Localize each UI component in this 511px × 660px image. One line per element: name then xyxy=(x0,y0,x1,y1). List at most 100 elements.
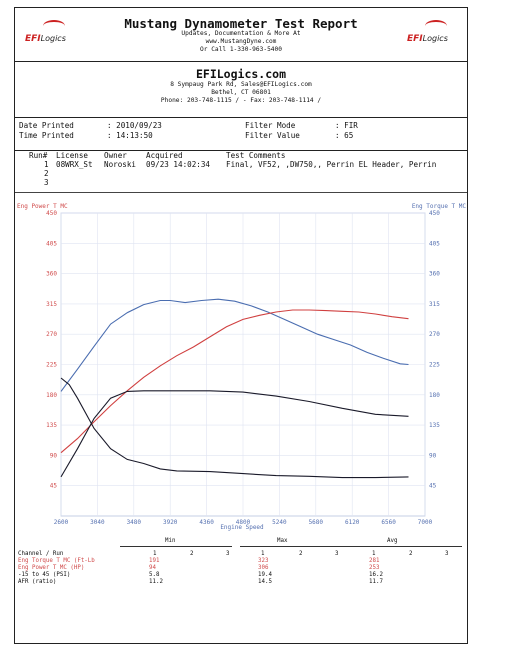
stats-row-min: 5.8 xyxy=(149,572,160,578)
stats-row-channel: Eng Torque T MC (Ft-Lb xyxy=(18,558,95,564)
x-tick-label: 6120 xyxy=(345,519,360,526)
stats-row-max: 14.5 xyxy=(258,579,272,585)
filter-mode-value: : FIR xyxy=(335,121,358,130)
efilogics-logo-right: EFILogics xyxy=(407,20,455,44)
header-website[interactable]: www.MustangDyne.com xyxy=(205,38,277,45)
print-info: Date Printed : 2010/09/23 Time Printed :… xyxy=(15,117,467,151)
run-header-license: License xyxy=(56,151,89,160)
x-tick-label: 3480 xyxy=(127,519,142,526)
x-tick-label: 7000 xyxy=(418,519,433,526)
report-header: EFILogics Mustang Dynamometer Test Repor… xyxy=(15,8,467,62)
run-1-acquired: 09/23 14:02:34 xyxy=(146,160,211,169)
x-tick-label: 3920 xyxy=(163,519,178,526)
run-2-number: 2 xyxy=(44,169,49,178)
chart-grid xyxy=(60,212,426,517)
date-printed-value: : 2010/09/23 xyxy=(107,121,162,130)
y-left-tick-label: 360 xyxy=(46,271,57,278)
filter-value-value: : 65 xyxy=(335,131,354,140)
stats-row-min: 94 xyxy=(149,565,156,571)
y-right-tick-label: 450 xyxy=(429,210,440,217)
x-tick-label: 6560 xyxy=(381,519,396,526)
y-left-axis-label: Eng Power T MC xyxy=(17,203,68,210)
x-tick-label: 4360 xyxy=(199,519,214,526)
address-line-2: Bethel, CT 06801 xyxy=(211,89,271,96)
y-right-axis-label: Eng Torque T MC xyxy=(412,203,467,210)
efilogics-logo-left: EFILogics xyxy=(25,20,73,44)
filter-mode-label: Filter Mode xyxy=(245,121,296,130)
y-left-tick-label: 135 xyxy=(46,422,57,429)
y-right-tick-label: 405 xyxy=(429,240,440,247)
address-line-1: 8 Sympaug Park Rd, Sales@EFILogics.com xyxy=(170,81,312,88)
stats-header-max-1: 1 xyxy=(261,551,265,557)
stats-row-max: 323 xyxy=(258,558,269,564)
address-line-3: Phone: 203-748-1115 / - Fax: 203-748-111… xyxy=(160,97,322,104)
stats-row-avg: 16.2 xyxy=(369,572,383,578)
stats-header-avg-1: 1 xyxy=(372,551,376,557)
stats-row-max: 306 xyxy=(258,565,269,571)
report-title: Mustang Dynamometer Test Report xyxy=(124,16,358,31)
dyno-chart: 2600 3040 3480 3920 4360 4800 5240 5680 6120 6560… xyxy=(17,203,467,531)
header-phone: Or Call 1-330-963-5400 xyxy=(200,46,282,53)
run-1-number: 1 xyxy=(44,160,49,169)
chart-ticks: 2600 3040 3480 3920 4360 4800 5240 5680 6120 6560… xyxy=(46,210,440,526)
y-left-tick-label: 450 xyxy=(46,210,57,217)
series-line-boost xyxy=(60,390,409,478)
y-left-tick-label: 45 xyxy=(50,483,58,490)
y-right-tick-label: 135 xyxy=(429,422,440,429)
dyno-report-page: EFILogics Mustang Dynamometer Test Repor… xyxy=(14,7,468,644)
stats-row-channel: Eng Power T MC (HP) xyxy=(18,565,85,571)
y-right-tick-label: 180 xyxy=(429,392,440,399)
x-tick-label: 5240 xyxy=(272,519,287,526)
run-1-owner: Noroski xyxy=(104,160,137,169)
stats-row-avg: 11.7 xyxy=(369,579,383,585)
stats-row-max: 19.4 xyxy=(258,572,272,578)
time-printed-label: Time Printed xyxy=(19,131,74,140)
stats-header-avg-3: 3 xyxy=(445,551,449,557)
date-printed-label: Date Printed xyxy=(19,121,74,130)
y-left-tick-label: 270 xyxy=(46,331,57,338)
y-right-tick-label: 45 xyxy=(429,483,437,490)
stats-header-max-3: 3 xyxy=(335,551,339,557)
chart-series xyxy=(60,298,409,479)
x-axis-label: Engine Speed xyxy=(220,524,264,531)
stats-row-avg: 253 xyxy=(369,565,380,571)
x-tick-label: 3040 xyxy=(90,519,105,526)
y-right-tick-label: 360 xyxy=(429,271,440,278)
run-3-number: 3 xyxy=(44,178,49,187)
stats-header-max-2: 2 xyxy=(299,551,303,557)
y-right-tick-label: 225 xyxy=(429,362,440,369)
stats-row-avg: 281 xyxy=(369,558,380,564)
series-line-eng-torque-t-mc xyxy=(60,298,409,392)
stats-group-min: Min xyxy=(165,538,176,544)
y-left-tick-label: 180 xyxy=(46,392,57,399)
header-line-1: Updates, Documentation & More At xyxy=(181,30,301,37)
company-name: EFILogics.com xyxy=(195,67,286,81)
y-right-tick-label: 270 xyxy=(429,331,440,338)
stats-group-avg: Avg xyxy=(387,538,398,544)
series-line-eng-power-t-mc xyxy=(60,309,409,454)
filter-value-label: Filter Value xyxy=(245,131,300,140)
stats-header-min-2: 2 xyxy=(190,551,194,557)
run-table: Run# License Owner Acquired Test Comment… xyxy=(15,150,467,193)
y-left-tick-label: 225 xyxy=(46,362,57,369)
stats-header-avg-2: 2 xyxy=(409,551,413,557)
y-left-tick-label: 405 xyxy=(46,240,57,247)
run-header-run: Run# xyxy=(29,151,48,160)
stats-header-channel: Channel / Run xyxy=(18,551,64,557)
run-header-owner: Owner xyxy=(104,151,127,160)
stats-row-channel: -15 to 45 (PSI) xyxy=(18,572,71,578)
y-right-tick-label: 90 xyxy=(429,452,437,459)
y-left-tick-label: 90 xyxy=(50,452,58,459)
run-header-acquired: Acquired xyxy=(146,151,183,160)
stats-header-min-1: 1 xyxy=(153,551,157,557)
shop-address: EFILogics.com 8 Sympaug Park Rd, Sales@E… xyxy=(15,61,467,118)
time-printed-value: : 14:13:50 xyxy=(107,131,153,140)
x-tick-label: 4800 xyxy=(236,519,251,526)
x-tick-label: 2600 xyxy=(54,519,69,526)
stats-header-min-3: 3 xyxy=(226,551,230,557)
summary-table: Min Max Avg Channel / Run 1 2 3 1 2 3 1 … xyxy=(15,536,467,636)
run-header-comments: Test Comments xyxy=(226,151,286,160)
stats-row-min: 11.2 xyxy=(149,579,163,585)
series-line-afr xyxy=(60,377,409,479)
y-left-tick-label: 315 xyxy=(46,301,57,308)
